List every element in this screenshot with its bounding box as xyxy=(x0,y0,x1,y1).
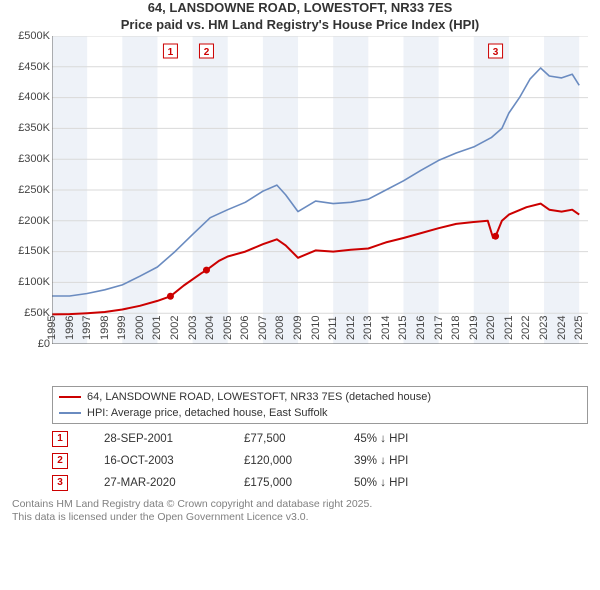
chart-plot-area: 123£0£50K£100K£150K£200K£250K£300K£350K£… xyxy=(52,36,588,380)
x-tick-label: 2023 xyxy=(538,315,550,343)
y-tick-label: £150K xyxy=(18,245,52,257)
y-tick-label: £300K xyxy=(18,153,52,165)
x-tick-label: 2009 xyxy=(292,315,304,343)
x-tick-label: 2001 xyxy=(151,315,163,343)
x-tick-label: 2006 xyxy=(239,315,251,343)
x-tick-label: 2025 xyxy=(573,315,585,343)
y-tick-label: £250K xyxy=(18,184,52,196)
y-tick-label: £450K xyxy=(18,61,52,73)
transaction-delta-vs-hpi: 50% ↓ HPI xyxy=(354,477,474,489)
x-tick-label: 1996 xyxy=(64,315,76,343)
x-tick-label: 2014 xyxy=(380,315,392,343)
transaction-date: 16-OCT-2003 xyxy=(104,455,244,467)
marker-dot-1 xyxy=(167,293,174,300)
transaction-row: 2 16-OCT-2003£120,00039% ↓ HPI xyxy=(52,450,588,472)
x-tick-label: 2024 xyxy=(556,315,568,343)
legend-label: 64, LANSDOWNE ROAD, LOWESTOFT, NR33 7ES … xyxy=(87,391,431,403)
legend: 64, LANSDOWNE ROAD, LOWESTOFT, NR33 7ES … xyxy=(52,386,588,424)
y-tick-label: £350K xyxy=(18,122,52,134)
y-tick-label: £100K xyxy=(18,276,52,288)
x-tick-label: 2007 xyxy=(257,315,269,343)
x-tick-label: 2018 xyxy=(450,315,462,343)
transaction-date: 28-SEP-2001 xyxy=(104,433,244,445)
x-tick-label: 2003 xyxy=(187,315,199,343)
x-tick-label: 1995 xyxy=(46,315,58,343)
attribution-line2: This data is licensed under the Open Gov… xyxy=(12,511,588,524)
legend-row: 64, LANSDOWNE ROAD, LOWESTOFT, NR33 7ES … xyxy=(59,389,581,405)
transaction-row: 3 27-MAR-2020£175,00050% ↓ HPI xyxy=(52,472,588,494)
x-tick-label: 2021 xyxy=(503,315,515,343)
attribution-line1: Contains HM Land Registry data © Crown c… xyxy=(12,498,588,511)
transaction-price: £77,500 xyxy=(244,433,354,445)
y-tick-label: £400K xyxy=(18,91,52,103)
x-tick-label: 2013 xyxy=(362,315,374,343)
x-tick-label: 2004 xyxy=(204,315,216,343)
x-tick-label: 2012 xyxy=(345,315,357,343)
x-tick-label: 2022 xyxy=(520,315,532,343)
legend-row: HPI: Average price, detached house, East… xyxy=(59,405,581,421)
transaction-price: £120,000 xyxy=(244,455,354,467)
chart-title-line1: 64, LANSDOWNE ROAD, LOWESTOFT, NR33 7ES xyxy=(0,0,600,17)
x-tick-label: 2008 xyxy=(274,315,286,343)
transactions-table: 1 28-SEP-2001£77,50045% ↓ HPI 2 16-OCT-2003… xyxy=(52,428,588,494)
x-tick-label: 2020 xyxy=(485,315,497,343)
marker-badge-label-3: 3 xyxy=(493,47,499,58)
x-tick-label: 1999 xyxy=(116,315,128,343)
transaction-delta-vs-hpi: 39% ↓ HPI xyxy=(354,455,474,467)
marker-dot-3 xyxy=(492,232,499,239)
transaction-price: £175,000 xyxy=(244,477,354,489)
transaction-marker-badge: 1 xyxy=(52,431,68,447)
marker-dot-2 xyxy=(203,266,210,273)
x-tick-label: 2011 xyxy=(327,316,339,344)
y-tick-label: £200K xyxy=(18,215,52,227)
x-tick-label: 2015 xyxy=(397,315,409,343)
transaction-marker-badge: 2 xyxy=(52,453,68,469)
transaction-delta-vs-hpi: 45% ↓ HPI xyxy=(354,433,474,445)
x-tick-label: 2017 xyxy=(433,315,445,343)
x-tick-label: 2019 xyxy=(468,315,480,343)
x-tick-label: 2002 xyxy=(169,315,181,343)
transaction-date: 27-MAR-2020 xyxy=(104,477,244,489)
attribution-footer: Contains HM Land Registry data © Crown c… xyxy=(12,498,588,524)
x-tick-label: 1997 xyxy=(81,315,93,343)
transaction-row: 1 28-SEP-2001£77,50045% ↓ HPI xyxy=(52,428,588,450)
x-tick-label: 2016 xyxy=(415,315,427,343)
y-tick-label: £500K xyxy=(18,30,52,42)
x-tick-label: 2000 xyxy=(134,315,146,343)
transaction-marker-badge: 3 xyxy=(52,475,68,491)
marker-badge-label-1: 1 xyxy=(168,47,174,58)
chart-title-line2: Price paid vs. HM Land Registry's House … xyxy=(0,17,600,34)
legend-label: HPI: Average price, detached house, East… xyxy=(87,407,328,419)
legend-swatch xyxy=(59,412,81,414)
chart-container: 64, LANSDOWNE ROAD, LOWESTOFT, NR33 7ES … xyxy=(0,0,600,524)
x-tick-label: 1998 xyxy=(99,315,111,343)
chart-svg: 1 2 3 xyxy=(52,36,588,344)
x-tick-label: 2010 xyxy=(310,315,322,343)
marker-badge-label-2: 2 xyxy=(204,47,210,58)
x-tick-label: 2005 xyxy=(222,315,234,343)
legend-swatch xyxy=(59,396,81,398)
